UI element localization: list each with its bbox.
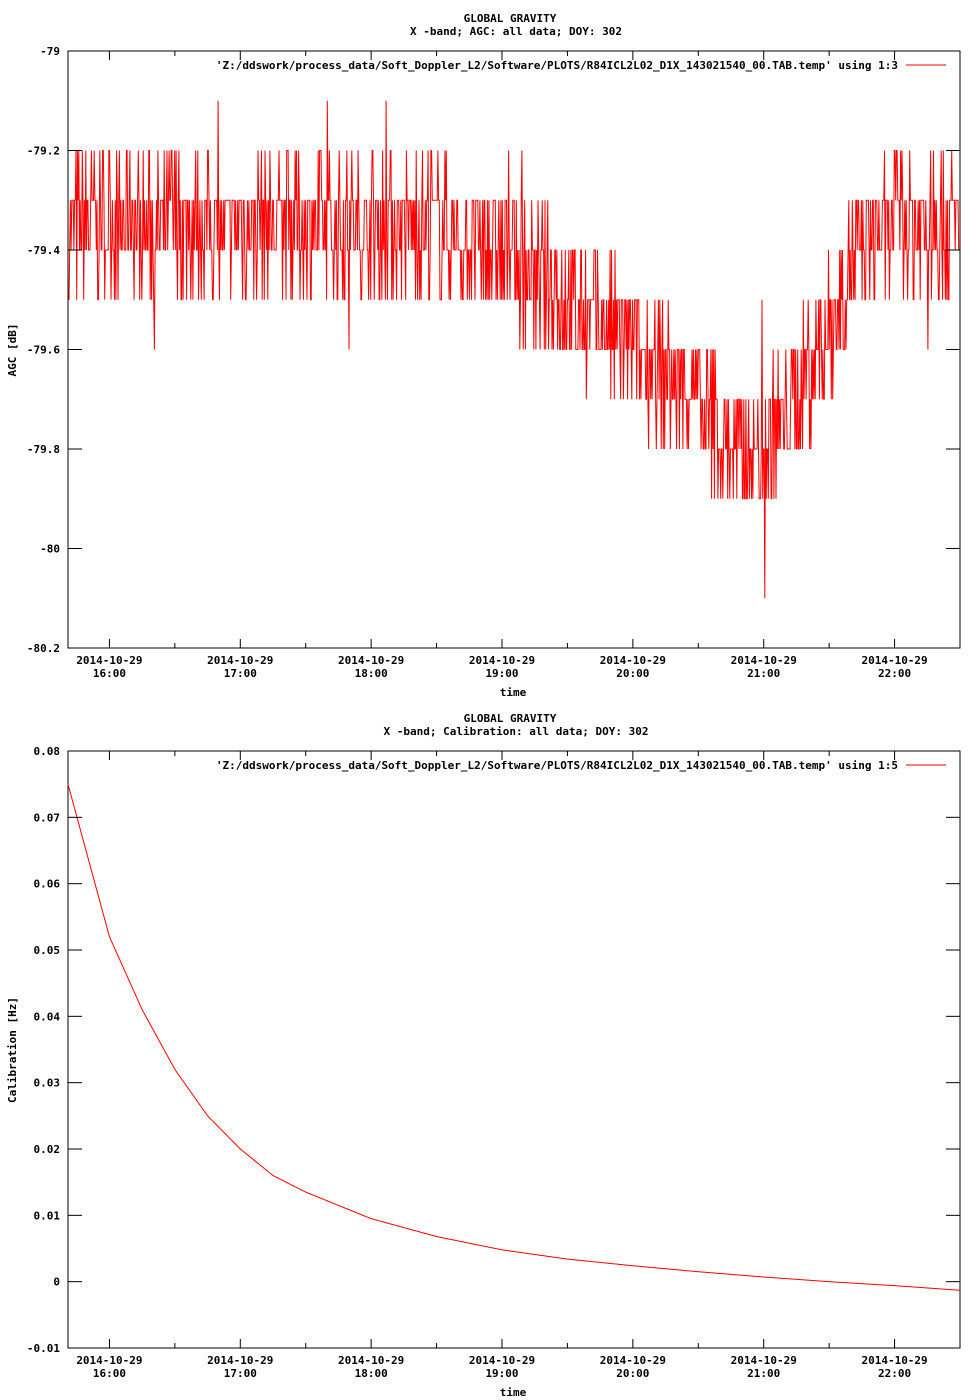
cal-x-ticks: 2014-10-2916:002014-10-2917:002014-10-29… [76, 751, 928, 1380]
y-tick-label: -79.6 [27, 344, 60, 357]
agc-x-axis-label: time [500, 686, 527, 699]
x-tick-date: 2014-10-29 [731, 1354, 797, 1367]
y-tick-label: -80 [40, 543, 60, 556]
x-tick-date: 2014-10-29 [469, 1354, 535, 1367]
y-tick-label: -79.2 [27, 145, 60, 158]
x-tick-date: 2014-10-29 [861, 1354, 927, 1367]
cal-x-axis-label: time [500, 1386, 527, 1399]
y-tick-label: 0.08 [34, 745, 61, 758]
cal-y-ticks: 0.08 0.07 0.06 0.05 0.04 0.03 0.02 0.01 0 -0.01 [27, 745, 960, 1355]
agc-title-line2: X -band; AGC: all data; DOY: 302 [410, 25, 622, 38]
x-tick-time: 18:00 [355, 1367, 388, 1380]
x-tick-time: 22:00 [878, 667, 911, 680]
x-tick-date: 2014-10-29 [76, 654, 142, 667]
x-tick-time: 19:00 [485, 667, 518, 680]
x-tick-time: 20:00 [616, 667, 649, 680]
agc-legend-label: 'Z:/ddswork/process_data/Soft_Doppler_L2… [216, 59, 898, 72]
y-tick-label: 0.01 [34, 1209, 61, 1222]
x-tick-date: 2014-10-29 [76, 1354, 142, 1367]
x-tick-time: 22:00 [878, 1367, 911, 1380]
y-tick-label: -79.4 [27, 244, 60, 257]
x-tick-time: 17:00 [224, 667, 257, 680]
calibration-chart: GLOBAL GRAVITY X -band; Calibration: all… [6, 712, 961, 1399]
x-tick-date: 2014-10-29 [861, 654, 927, 667]
y-tick-label: -80.2 [27, 642, 60, 655]
y-tick-label: -79 [40, 45, 60, 58]
x-tick-time: 16:00 [93, 1367, 126, 1380]
x-tick-time: 21:00 [747, 1367, 780, 1380]
x-tick-time: 17:00 [224, 1367, 257, 1380]
y-tick-label: 0 [53, 1276, 60, 1289]
x-tick-date: 2014-10-29 [600, 654, 666, 667]
y-tick-label: 0.03 [34, 1077, 61, 1090]
x-tick-time: 18:00 [355, 667, 388, 680]
agc-series [68, 100, 960, 599]
x-tick-date: 2014-10-29 [207, 654, 273, 667]
agc-y-ticks: -79 -79.2 -79.4 -79.6 -79.8 -80 -80.2 [27, 45, 960, 655]
x-tick-time: 16:00 [93, 667, 126, 680]
x-tick-date: 2014-10-29 [207, 1354, 273, 1367]
cal-title-line1: GLOBAL GRAVITY [464, 712, 557, 725]
x-tick-time: 20:00 [616, 1367, 649, 1380]
cal-series [67, 784, 961, 1291]
y-tick-label: -0.01 [27, 1342, 60, 1355]
x-tick-date: 2014-10-29 [469, 654, 535, 667]
agc-series-line [68, 100, 960, 599]
cal-legend-label: 'Z:/ddswork/process_data/Soft_Doppler_L2… [216, 759, 898, 772]
x-tick-date: 2014-10-29 [600, 1354, 666, 1367]
cal-plot-frame [67, 750, 961, 1349]
y-tick-label: -79.8 [27, 443, 60, 456]
agc-x-ticks: 2014-10-2916:002014-10-2917:002014-10-29… [76, 51, 928, 680]
x-tick-date: 2014-10-29 [731, 654, 797, 667]
y-tick-label: 0.07 [34, 811, 61, 824]
cal-y-axis-label: Calibration [Hz] [6, 997, 19, 1103]
x-tick-time: 21:00 [747, 667, 780, 680]
agc-y-axis-label: AGC [dB] [6, 324, 19, 377]
cal-title-line2: X -band; Calibration: all data; DOY: 302 [384, 725, 649, 738]
x-tick-date: 2014-10-29 [338, 1354, 404, 1367]
y-tick-label: 0.06 [34, 878, 61, 891]
x-tick-date: 2014-10-29 [338, 654, 404, 667]
y-tick-label: 0.02 [34, 1143, 61, 1156]
calibration-series-line [67, 784, 961, 1291]
agc-title-line1: GLOBAL GRAVITY [464, 12, 557, 25]
y-tick-label: 0.05 [34, 944, 61, 957]
y-tick-label: 0.04 [34, 1010, 61, 1023]
agc-chart: GLOBAL GRAVITY X -band; AGC: all data; D… [6, 12, 961, 699]
x-tick-time: 19:00 [485, 1367, 518, 1380]
